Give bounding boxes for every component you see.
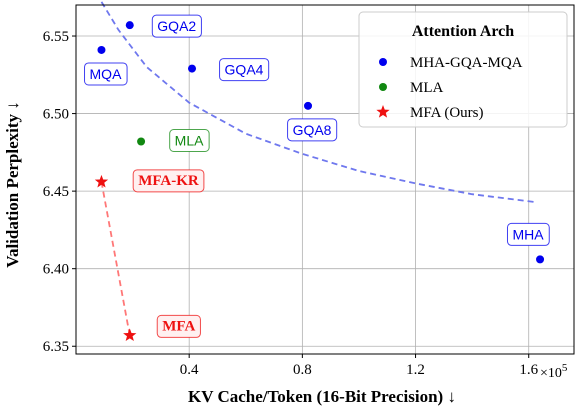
x-axis-title: KV Cache/Token (16-Bit Precision) ↓	[188, 387, 456, 406]
legend-marker-mha-gqa-mqa	[379, 58, 387, 66]
point-gqa4	[188, 64, 197, 73]
label-box-mqa	[84, 62, 128, 86]
x-scale-multiplier: ×105	[540, 362, 568, 381]
legend-box	[358, 11, 568, 128]
label-text-gqa4: GQA4	[225, 62, 264, 78]
y-tick-label: 6.40	[43, 262, 69, 278]
plot-frame	[75, 4, 575, 355]
trend-curve-path	[100, 1, 535, 203]
legend-title: Attention Arch	[412, 23, 514, 40]
mfa-link-line	[100, 181, 131, 336]
label-box-mha	[506, 222, 550, 246]
legend-marker-mfa-ours	[376, 105, 390, 118]
label-mfa-kr: MFA-KR	[132, 169, 205, 193]
x-ticks: 0.4 0.8 1.2 1.6	[180, 354, 539, 378]
legend-marker-mla	[379, 83, 387, 91]
trend-curve	[100, 1, 535, 203]
label-gqa4: GQA4	[219, 58, 270, 82]
label-text-mfa-kr: MFA-KR	[138, 173, 199, 189]
y-ticks: 6.35 6.40 6.45 6.50 6.55	[43, 29, 76, 355]
label-gqa8: GQA8	[287, 118, 338, 142]
x-tick-label: 0.8	[293, 362, 312, 378]
y-tick-label: 6.55	[43, 29, 69, 45]
legend-label-mha-gqa-mqa: MHA-GQA-MQA	[410, 55, 523, 71]
label-box-mfa-kr	[132, 169, 205, 193]
label-box-mfa	[156, 314, 201, 338]
point-gqa2	[125, 21, 134, 30]
x-scale-base: ×10	[540, 366, 562, 381]
point-mfa-kr	[94, 174, 109, 188]
label-box-gqa4	[219, 58, 270, 82]
label-text-mha: MHA	[512, 226, 544, 242]
label-text-gqa2: GQA2	[157, 18, 196, 34]
point-mfa	[123, 328, 137, 342]
legend-label-mla: MLA	[410, 80, 444, 96]
label-mha: MHA	[506, 222, 550, 246]
label-mla: MLA	[169, 128, 210, 152]
label-box-gqa8	[287, 118, 338, 142]
label-mfa: MFA	[156, 314, 201, 338]
legend: Attention Arch MHA-GQA-MQA MLA MFA (Ours)	[358, 11, 568, 128]
point-mha	[536, 255, 545, 264]
label-mqa: MQA	[84, 62, 128, 86]
point-mqa	[97, 45, 106, 54]
y-tick-label: 6.35	[43, 339, 69, 355]
x-scale-exponent: 5	[562, 362, 568, 374]
legend-entries: MHA-GQA-MQA MLA MFA (Ours)	[376, 55, 523, 121]
label-text-mfa: MFA	[162, 318, 195, 334]
label-text-mla: MLA	[175, 132, 204, 148]
label-text-gqa8: GQA8	[293, 122, 332, 138]
label-box-mla	[169, 128, 210, 152]
x-tick-label: 1.2	[406, 362, 425, 378]
legend-label-mfa-ours: MFA (Ours)	[410, 105, 483, 121]
label-box-gqa2	[151, 14, 202, 38]
point-labels: MQA GQA2 GQA4 GQA8 MHA MLA MFA-KR MFA	[84, 14, 550, 338]
label-text-mqa: MQA	[90, 66, 123, 82]
x-tick-label: 1.6	[519, 362, 538, 378]
point-mla	[137, 137, 146, 146]
x-tick-label: 0.4	[180, 362, 199, 378]
y-tick-label: 6.45	[43, 184, 69, 200]
mfa-link-path	[100, 181, 131, 336]
point-gqa8	[304, 101, 313, 110]
data-points	[94, 21, 545, 342]
label-gqa2: GQA2	[151, 14, 202, 38]
y-axis-title: Validation Perplexity ↓	[3, 101, 22, 268]
y-tick-label: 6.50	[43, 107, 69, 123]
